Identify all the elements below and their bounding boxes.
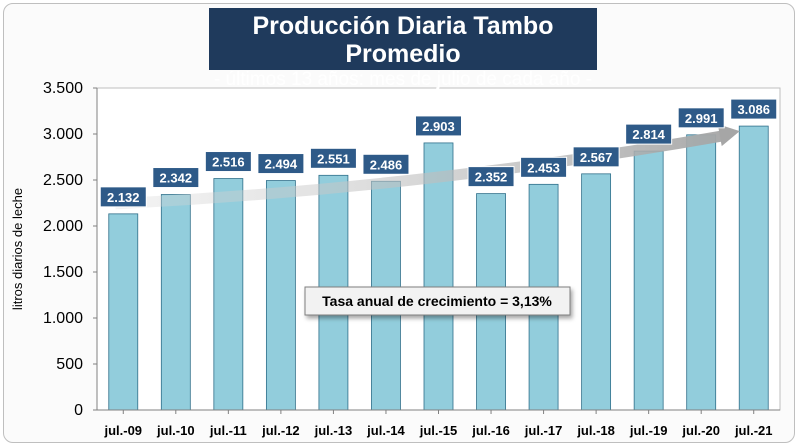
x-tick-label: jul.-21 bbox=[734, 423, 773, 438]
bar-jul.-20 bbox=[686, 134, 717, 411]
data-label: 2.567 bbox=[580, 150, 613, 165]
data-label: 2.132 bbox=[107, 190, 140, 205]
y-tick-label: 1.000 bbox=[43, 310, 83, 327]
bar-jul.-12 bbox=[265, 180, 296, 411]
bar-jul.-21 bbox=[738, 125, 769, 411]
data-label: 2.486 bbox=[370, 157, 403, 172]
data-label-box bbox=[309, 147, 357, 169]
x-tick-label: jul.-18 bbox=[576, 423, 615, 438]
y-axis-label: litros diarios de leche bbox=[10, 188, 25, 310]
y-tick-label: 2.500 bbox=[43, 172, 83, 189]
data-label: 2.814 bbox=[632, 127, 665, 142]
bar-jul.-10 bbox=[160, 194, 191, 411]
data-label: 2.494 bbox=[265, 157, 298, 172]
bar-jul.-11 bbox=[213, 178, 244, 411]
x-tick-label: jul.-10 bbox=[156, 423, 195, 438]
x-tick-label: jul.-15 bbox=[419, 423, 458, 438]
chart-subtitle: - últimos 13 años: mes de julio de cada … bbox=[213, 69, 593, 90]
x-tick-label: jul.-16 bbox=[471, 423, 510, 438]
data-label: 2.551 bbox=[317, 151, 350, 166]
trend-arrow-line bbox=[114, 130, 723, 210]
y-tick-label: 2.000 bbox=[43, 218, 83, 235]
data-label: 2.342 bbox=[160, 171, 193, 186]
data-label: 2.352 bbox=[475, 170, 508, 185]
x-tick-label: jul.-13 bbox=[314, 423, 353, 438]
data-label: 2.516 bbox=[212, 155, 245, 170]
annotation-box: Tasa anual de crecimiento = 3,13% bbox=[304, 286, 571, 316]
data-label: 3.086 bbox=[737, 102, 770, 117]
bar-jul.-19 bbox=[633, 150, 664, 411]
y-tick-label: 3.000 bbox=[43, 126, 83, 143]
x-tick-label: jul.-19 bbox=[629, 423, 668, 438]
data-label-box bbox=[99, 186, 147, 208]
trend-arrow-head bbox=[717, 124, 740, 147]
data-label-box bbox=[204, 151, 252, 173]
chart-title: Producción Diaria Tambo Promedio bbox=[252, 12, 554, 68]
x-tick-label: jul.-17 bbox=[524, 423, 563, 438]
y-tick-label: 0 bbox=[74, 402, 83, 419]
data-label-box bbox=[257, 153, 305, 175]
growth-rate-annotation: Tasa anual de crecimiento = 3,13% bbox=[322, 293, 552, 309]
data-label-box bbox=[572, 146, 620, 168]
data-label-box bbox=[467, 166, 515, 188]
y-tick-label: 500 bbox=[56, 356, 83, 373]
data-label-box bbox=[677, 107, 725, 129]
x-tick-label: jul.-11 bbox=[209, 423, 247, 438]
data-label-box bbox=[730, 98, 778, 120]
bar-jul.-18 bbox=[581, 173, 612, 411]
x-tick-label: jul.-12 bbox=[261, 423, 300, 438]
data-label-box bbox=[625, 123, 673, 145]
y-tick-label: 3.500 bbox=[43, 80, 83, 97]
chart-title-box: Producción Diaria Tambo Promedio - últim… bbox=[209, 8, 597, 90]
x-tick-label: jul.-20 bbox=[681, 423, 720, 438]
x-tick-label: jul.-14 bbox=[366, 423, 405, 438]
data-label-box bbox=[362, 153, 410, 175]
x-tick-label: jul.-09 bbox=[103, 423, 142, 438]
data-label-box bbox=[415, 115, 462, 137]
data-label: 2.991 bbox=[685, 111, 718, 126]
data-label-box bbox=[520, 156, 568, 178]
bar-jul.-09 bbox=[108, 213, 139, 411]
y-tick-label: 1.500 bbox=[43, 264, 83, 281]
data-label: 2.453 bbox=[527, 160, 560, 175]
data-label-box bbox=[152, 167, 200, 189]
data-label: 2.903 bbox=[422, 119, 455, 134]
